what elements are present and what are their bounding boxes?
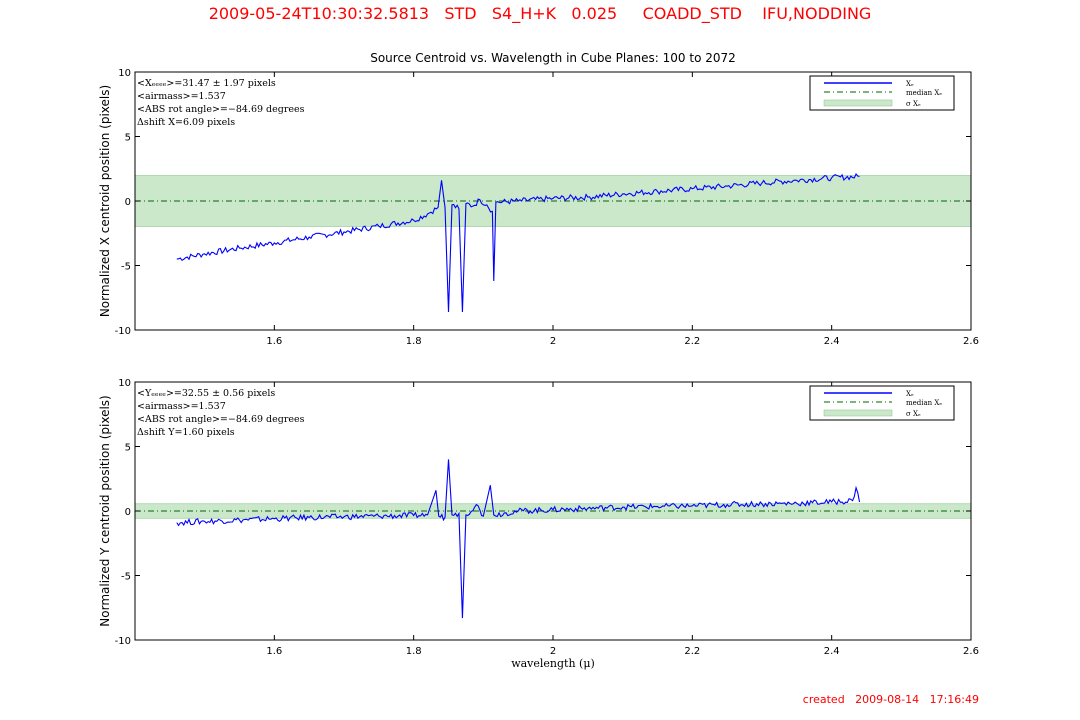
- y-tick-label: 0: [125, 507, 131, 518]
- stat-annotation: <Yₑₑₑₑ>=32.55 ± 0.56 pixels: [137, 388, 275, 399]
- stat-annotation: <ABS rot angle>=−84.69 degrees: [137, 104, 305, 115]
- x-tick-label: 2.6: [963, 646, 979, 657]
- legend-label: σ Xₑ: [906, 410, 921, 418]
- x-tick-label: 1.8: [406, 646, 422, 657]
- legend-swatch-sigma: [823, 409, 893, 417]
- stat-annotation: Δshift Y=1.60 pixels: [137, 427, 235, 438]
- x-tick-label: 2.2: [684, 646, 700, 657]
- y-tick-label: -10: [115, 326, 131, 337]
- stat-annotation: <airmass>=1.537: [137, 91, 226, 102]
- x-tick-label: 2.2: [684, 336, 700, 347]
- y-tick-label: -5: [121, 572, 131, 583]
- centroid-series-line: [176, 459, 861, 619]
- x-axis-label: wavelength (μ): [511, 657, 595, 670]
- x-tick-label: 2: [550, 646, 556, 657]
- x-tick-label: 1.6: [266, 646, 282, 657]
- x-tick-label: 2.6: [963, 336, 979, 347]
- x-tick-label: 2.4: [824, 646, 840, 657]
- legend-label: median Xₑ: [906, 399, 942, 407]
- y-axis-label: Normalized X centroid position (pixels): [98, 85, 112, 317]
- legend-label: σ Xₑ: [906, 100, 921, 108]
- x-tick-label: 2.4: [824, 336, 840, 347]
- y-tick-label: 10: [118, 378, 131, 389]
- legend-label: median Xₑ: [906, 89, 942, 97]
- x-tick-label: 2: [550, 336, 556, 347]
- stat-annotation: <Xₑₑₑₑ>=31.47 ± 1.97 pixels: [137, 78, 276, 89]
- x-tick-label: 1.8: [406, 336, 422, 347]
- legend-swatch-sigma: [823, 99, 893, 107]
- stat-annotation: Δshift X=6.09 pixels: [137, 117, 235, 128]
- legend-label: Xₑ: [906, 80, 914, 88]
- x-tick-label: 1.6: [266, 336, 282, 347]
- y-tick-label: -5: [121, 262, 131, 273]
- observation-header: 2009-05-24T10:30:32.5813 STD S4_H+K 0.02…: [208, 4, 872, 23]
- created-timestamp: created 2009-08-14 17:16:49: [802, 693, 979, 706]
- stat-annotation: <airmass>=1.537: [137, 401, 226, 412]
- y-axis-label: Normalized Y centroid position (pixels): [98, 395, 112, 626]
- y-tick-label: 10: [118, 68, 131, 79]
- centroid-series-line: [176, 173, 860, 312]
- y-tick-label: -10: [115, 636, 131, 647]
- y-tick-label: 0: [125, 197, 131, 208]
- stat-annotation: <ABS rot angle>=−84.69 degrees: [137, 414, 305, 425]
- chart-title: Source Centroid vs. Wavelength in Cube P…: [370, 51, 736, 65]
- legend-label: Xₑ: [906, 390, 914, 398]
- y-tick-label: 5: [125, 443, 131, 454]
- y-tick-label: 5: [125, 133, 131, 144]
- chart-panel-1: 1.6 1.8 2 2.2 2.4 2.6 10 5 0 -5 -10 Source Centroid…: [98, 51, 979, 347]
